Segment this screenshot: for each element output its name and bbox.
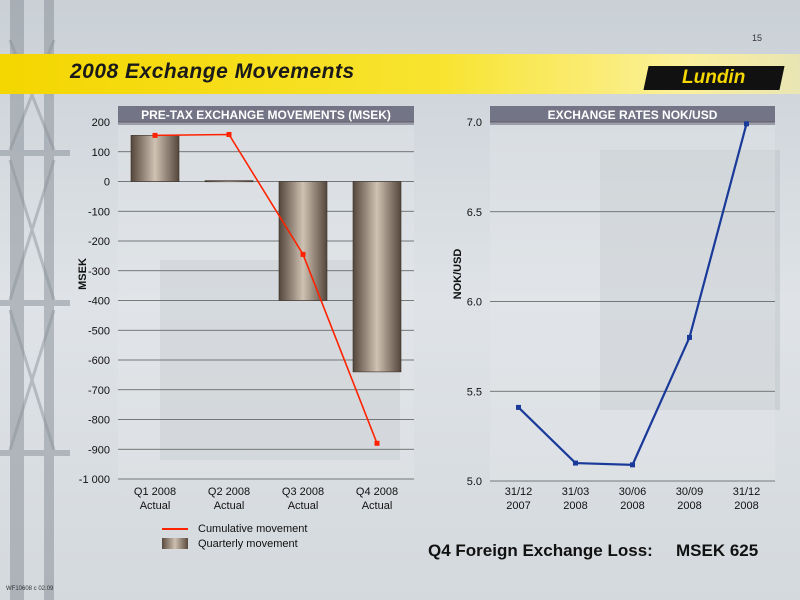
page-title: 2008 Exchange Movements [70,60,355,83]
chart2-rate-point [744,121,749,127]
chart2-y-tick-label: 7.0 [467,117,482,129]
chart1-x-tick-label: Q3 2008 [282,486,324,498]
legend-label-quarterly: Quarterly movement [198,537,298,550]
chart1-x-tick-sublabel: Actual [362,500,393,512]
legend-item-cumulative: Cumulative movement [162,521,307,536]
chart1-bar [204,180,254,183]
chart1-bar [130,135,180,182]
chart1-y-tick-label: -100 [88,206,110,218]
chart2-y-axis-label: NOK/USD [452,248,464,300]
chart1-bar [278,181,328,301]
chart1-y-tick-label: -600 [88,355,110,367]
chart1-cumulative-line [154,133,378,444]
legend-label-cumulative: Cumulative movement [198,522,308,535]
chart1-y-tick-label: 0 [104,177,110,189]
chart2-y-tick-label: 6.5 [467,207,482,219]
legend-line-swatch [162,527,188,530]
chart2-x-tick-sublabel: 2008 [734,500,758,512]
legend-bar-swatch [162,538,188,549]
chart1-y-tick-label: 200 [92,117,110,129]
chart1-y-tick-label: -300 [88,266,110,278]
chart1-title: PRE-TAX EXCHANGE MOVEMENTS (MSEK) [118,106,414,125]
chart2-x-tick-label: 31/12 [505,486,533,498]
callout-value: MSEK 625 [676,541,759,560]
slide-number: 15 [752,33,763,43]
chart2-x-tick-sublabel: 2008 [677,500,701,512]
chart1-cumulative-point [300,251,306,257]
chart1-x-tick-sublabel: Actual [288,500,319,512]
chart1-y-tick-label: -200 [88,236,110,248]
chart2-x-tick-label: 31/12 [733,486,761,498]
chart1-y-tick-label: -400 [88,296,110,308]
chart2-rate-point [516,404,521,410]
chart2-rate-point [573,460,578,466]
chart1-y-tick-label: -1 000 [79,474,110,486]
footer-code: WF10608 c 02.09 [6,586,54,592]
chart1-x-tick-sublabel: Actual [214,500,245,512]
chart1-x-tick-label: Q2 2008 [208,486,250,498]
chart1-y-tick-label: -500 [88,325,110,337]
chart1-y-tick-label: 100 [92,147,110,159]
chart1-y-axis-label: MSEK [77,258,89,290]
chart2-x-tick-sublabel: 2008 [620,500,644,512]
chart1-y-tick-label: -800 [88,415,110,427]
chart1-y-tick-label: -900 [88,444,110,456]
chart2-y-tick-label: 5.0 [467,476,482,488]
chart2-x-tick-label: 30/06 [619,486,647,498]
chart2-y-tick-label: 6.0 [467,297,482,309]
chart1-bar [352,181,402,373]
chart1-x-tick-label: Q4 2008 [356,486,398,498]
chart1-y-tick-label: -700 [88,385,110,397]
chart2-x-tick-label: 30/09 [676,486,704,498]
chart2-rate-point [687,334,692,340]
chart1-cumulative-point [152,132,158,138]
chart2-rate-point [630,462,635,468]
legend-item-quarterly: Quarterly movement [162,536,307,551]
chart2-x-tick-label: 31/03 [562,486,590,498]
chart1-x-tick-sublabel: Actual [140,500,171,512]
chart2-y-tick-label: 5.5 [467,386,482,398]
chart2-x-tick-sublabel: 2008 [563,500,587,512]
callout-label: Q4 Foreign Exchange Loss: [428,541,653,560]
chart1-x-tick-label: Q1 2008 [134,486,176,498]
legend: Cumulative movement Quarterly movement [162,521,307,551]
chart1-cumulative-point [374,440,380,446]
chart2-x-tick-sublabel: 2007 [506,500,530,512]
chart1-cumulative-point [226,131,232,137]
chart2-title: EXCHANGE RATES NOK/USD [490,106,775,125]
